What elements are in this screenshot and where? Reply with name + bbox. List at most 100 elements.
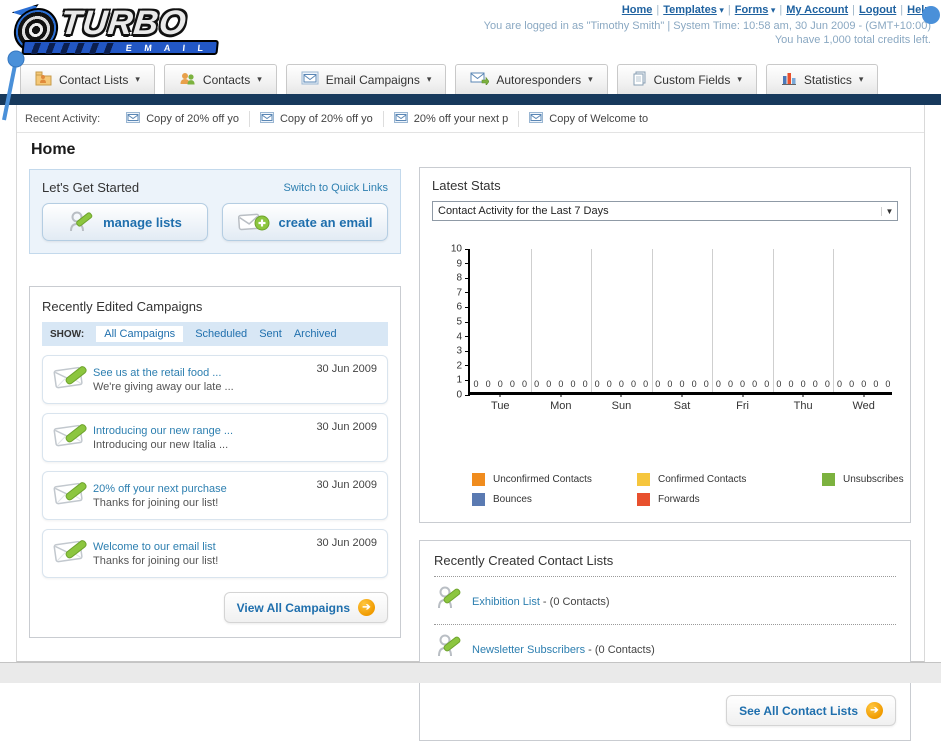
chevron-down-icon: ▾ xyxy=(716,5,724,15)
envelope-icon xyxy=(393,111,408,126)
folder-user-icon xyxy=(35,71,52,89)
tab-email-campaigns[interactable]: Email Campaigns ▾ xyxy=(285,64,447,94)
chart-value-label: 0 xyxy=(800,379,806,389)
envelope-plus-icon xyxy=(237,213,270,231)
logo-subtitle: E M A I L xyxy=(125,42,209,53)
campaign-title-link[interactable]: Welcome to our email list xyxy=(93,540,216,553)
x-axis-day-label: Tue xyxy=(491,400,510,412)
get-started-panel: Let's Get Started Switch to Quick Links … xyxy=(29,169,401,254)
chart-value-label: 0 xyxy=(570,379,576,389)
content-columns: Home Let's Get Started Switch to Quick L… xyxy=(17,133,924,741)
legend-swatch-icon xyxy=(822,473,835,486)
y-axis-tick-mark xyxy=(465,394,470,396)
recent-activity-item-label: 20% off your next p xyxy=(413,112,509,125)
tab-contact-lists[interactable]: Contact Lists ▾ xyxy=(20,64,155,94)
chart-value-label: 0 xyxy=(849,379,855,389)
recent-activity-item[interactable]: Copy of 20% off yo xyxy=(248,110,383,127)
get-started-title: Let's Get Started xyxy=(42,180,140,195)
campaign-title-link[interactable]: Introducing our new range ... xyxy=(93,424,234,437)
tab-custom-fields[interactable]: Custom Fields ▾ xyxy=(616,64,757,94)
chevron-down-icon: ▾ xyxy=(768,5,776,15)
tab-contacts[interactable]: Contacts ▾ xyxy=(163,64,277,94)
envelope-pencil-icon xyxy=(53,479,93,512)
arrow-right-icon: ➔ xyxy=(358,599,375,616)
chart-value-label: 0 xyxy=(861,379,867,389)
campaign-title-link[interactable]: See us at the retail food ... xyxy=(93,366,222,379)
chart-value-label: 0 xyxy=(812,379,818,389)
stats-report-select[interactable]: Contact Activity for the Last 7 Days ▼ xyxy=(432,201,898,221)
left-column: Home Let's Get Started Switch to Quick L… xyxy=(29,139,401,741)
legend-label: Unsubscribes xyxy=(843,474,904,485)
legend-label: Confirmed Contacts xyxy=(658,474,747,485)
top-nav-link-home[interactable]: Home xyxy=(621,4,653,16)
chart-value-label: 0 xyxy=(497,379,503,389)
chart-value-label: 0 xyxy=(788,379,794,389)
chart-gridline xyxy=(530,249,532,392)
see-all-contact-lists-button[interactable]: See All Contact Lists ➔ xyxy=(726,695,896,726)
campaign-subtitle: Introducing our new Italia ... xyxy=(93,438,229,451)
legend-item: Forwards xyxy=(637,493,822,506)
help-bubble-icon[interactable] xyxy=(922,6,940,24)
recent-campaigns-title: Recently Edited Campaigns xyxy=(42,299,203,314)
top-nav-link-logout[interactable]: Logout xyxy=(859,4,897,16)
chart-value-label: 0 xyxy=(618,379,624,389)
top-nav-link-templates[interactable]: Templates xyxy=(663,4,717,16)
users-icon xyxy=(179,71,196,89)
chart-value-label: 0 xyxy=(606,379,612,389)
recent-activity-label: Recent Activity: xyxy=(25,112,101,125)
legend-item: Confirmed Contacts xyxy=(637,473,822,486)
latest-stats-panel: Latest Stats Contact Activity for the La… xyxy=(419,167,911,523)
contact-list-link[interactable]: Exhibition List xyxy=(472,595,540,608)
bar-chart-icon xyxy=(781,71,797,88)
campaign-row[interactable]: 20% off your next purchase Thanks for joi… xyxy=(42,471,388,520)
chart-value-label: 0 xyxy=(643,379,649,389)
campaign-filter-scheduled[interactable]: Scheduled xyxy=(195,328,248,340)
recent-activity-item[interactable]: 20% off your next p xyxy=(382,110,519,127)
campaign-row[interactable]: See us at the retail food ... We're givin… xyxy=(42,355,388,404)
view-all-campaigns-button[interactable]: View All Campaigns ➔ xyxy=(223,592,388,623)
user-pencil-icon xyxy=(70,211,93,232)
y-axis-tick-label: 7 xyxy=(456,287,462,299)
recent-activity-bar: Recent Activity: Copy of 20% off yo Copy … xyxy=(17,105,924,133)
chevron-down-icon: ▾ xyxy=(737,74,742,84)
campaign-title-link[interactable]: 20% off your next purchase xyxy=(93,482,227,495)
contact-list-item[interactable]: Exhibition List - (0 Contacts) xyxy=(434,577,896,625)
campaign-row[interactable]: Welcome to our email list Thanks for join… xyxy=(42,529,388,578)
switch-quick-links-link[interactable]: Switch to Quick Links xyxy=(283,181,388,194)
user-pencil-icon xyxy=(436,585,462,616)
campaign-texts: Welcome to our email list Thanks for join… xyxy=(93,541,308,567)
recent-activity-item-label: Copy of 20% off yo xyxy=(146,112,239,125)
contact-list-link[interactable]: Newsletter Subscribers xyxy=(472,643,586,656)
y-axis-tick-label: 2 xyxy=(456,360,462,372)
campaign-row[interactable]: Introducing our new range ... Introducing… xyxy=(42,413,388,462)
recent-activity-item-label: Copy of 20% off yo xyxy=(279,112,373,125)
chart-value-label: 0 xyxy=(836,379,842,389)
recent-activity-item[interactable]: Copy of 20% off yo xyxy=(116,111,249,127)
tab-autoresponders[interactable]: Autoresponders ▾ xyxy=(455,64,608,94)
dotted-divider xyxy=(434,576,896,577)
manage-lists-button[interactable]: manage lists xyxy=(42,203,208,241)
header: TURBO E M A I L Home | Templates ▾ | Forms ▾… xyxy=(0,0,941,60)
campaign-filter-archived[interactable]: Archived xyxy=(293,328,337,340)
x-axis-day-label: Mon xyxy=(550,400,572,412)
y-axis-tick-label: 9 xyxy=(456,258,462,270)
y-axis-tick-mark xyxy=(465,379,470,381)
contact-list-items: Exhibition List - (0 Contacts) Newsletter… xyxy=(434,577,896,673)
contact-list-count: - (0 Contacts) xyxy=(585,643,655,656)
campaign-filter-all-campaigns[interactable]: All Campaigns xyxy=(96,326,184,342)
recent-activity-item-label: Copy of Welcome to xyxy=(549,112,649,125)
contact-list-count: - (0 Contacts) xyxy=(539,595,610,608)
recent-activity-item[interactable]: Copy of Welcome to xyxy=(518,110,658,127)
campaign-filter-sent[interactable]: Sent xyxy=(259,328,282,340)
campaign-texts: See us at the retail food ... We're givin… xyxy=(93,367,308,393)
tab-statistics[interactable]: Statistics ▾ xyxy=(765,64,879,94)
top-nav-link-my-account[interactable]: My Account xyxy=(786,4,849,16)
envelope-forward-icon xyxy=(470,71,490,88)
logo-title: TURBO xyxy=(58,4,189,42)
user-pencil-icon xyxy=(436,633,462,664)
pages-icon xyxy=(632,71,647,89)
legend-swatch-icon xyxy=(472,493,485,506)
x-axis-tick-mark xyxy=(863,392,865,397)
top-nav-link-forms[interactable]: Forms xyxy=(734,4,769,16)
create-email-button[interactable]: create an email xyxy=(222,203,388,241)
